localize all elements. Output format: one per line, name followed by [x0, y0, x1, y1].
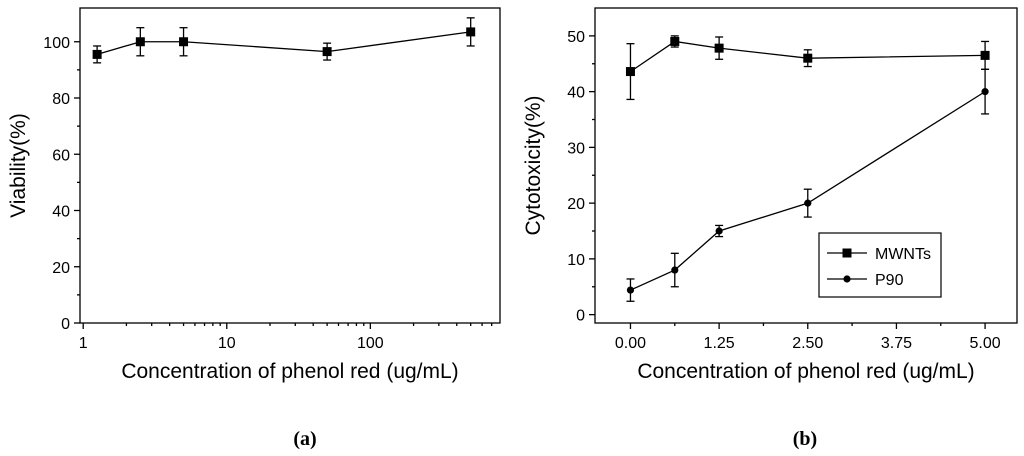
y-tick-label: 60: [52, 147, 70, 164]
legend-box: [818, 232, 942, 298]
data-point: [715, 227, 723, 235]
y-tick-label: 100: [43, 35, 70, 52]
y-tick-label: 0: [61, 316, 70, 333]
panel-label: (b): [793, 428, 817, 450]
data-point: [625, 67, 635, 77]
x-tick-label: 2.50: [792, 335, 823, 352]
panel-label: (a): [293, 428, 316, 450]
series-viability: [92, 17, 476, 64]
data-point: [135, 37, 145, 47]
series-p90: [626, 68, 990, 302]
y-tick-label: 40: [567, 85, 585, 102]
x-tick-label: 0.00: [615, 335, 646, 352]
y-tick-label: 20: [52, 260, 70, 277]
series-line: [96, 31, 471, 56]
data-point: [804, 199, 812, 207]
x-axis-title: Concentration of phenol red (ug/mL): [121, 360, 458, 383]
series-mwnts: [625, 35, 990, 101]
y-tick-label: 50: [567, 29, 585, 46]
x-tick-label: 100: [357, 335, 384, 352]
data-point: [671, 266, 679, 274]
y-tick-label: 80: [52, 91, 70, 108]
data-point: [466, 27, 476, 37]
x-tick-label: 3.75: [881, 335, 912, 352]
legend: MWNTs P90: [818, 232, 942, 298]
data-point: [803, 53, 813, 63]
x-axis-title: Concentration of phenol red (ug/mL): [637, 360, 974, 383]
legend-label: P90: [875, 272, 904, 289]
plot-frame: [79, 7, 501, 324]
data-point: [626, 286, 635, 294]
y-tick-label: 10: [567, 252, 585, 269]
data-point: [714, 43, 724, 53]
x-tick-label: 1: [79, 335, 88, 352]
y-tick-label: 0: [576, 308, 585, 325]
data-point: [322, 47, 332, 57]
data-point: [670, 36, 680, 46]
y-tick-label: 20: [567, 196, 585, 213]
y-axis-title: Cytotoxicity(%): [522, 95, 545, 235]
y-axis-title: Viability(%): [7, 113, 30, 218]
data-point: [179, 37, 189, 47]
data-point: [980, 50, 990, 60]
y-tick-label: 30: [567, 140, 585, 157]
data-point: [981, 88, 989, 96]
data-point: [92, 49, 102, 59]
plot-frame: [594, 7, 1018, 324]
legend-marker: [842, 248, 852, 258]
x-tick-label: 1.25: [704, 335, 735, 352]
panel-a: 0 20 40 60 80 100 1 10 100 Concentration of pheno…: [7, 7, 501, 450]
panel-b: 0 10 20 30 40 50 0.00 1.25 2.50 3.75 5.00 Concentra…: [522, 7, 1018, 450]
x-tick-label: 5.00: [970, 335, 1001, 352]
legend-marker: [843, 275, 851, 283]
x-tick-label: 10: [218, 335, 236, 352]
y-tick-label: 40: [52, 204, 70, 221]
legend-label: MWNTs: [875, 246, 931, 263]
